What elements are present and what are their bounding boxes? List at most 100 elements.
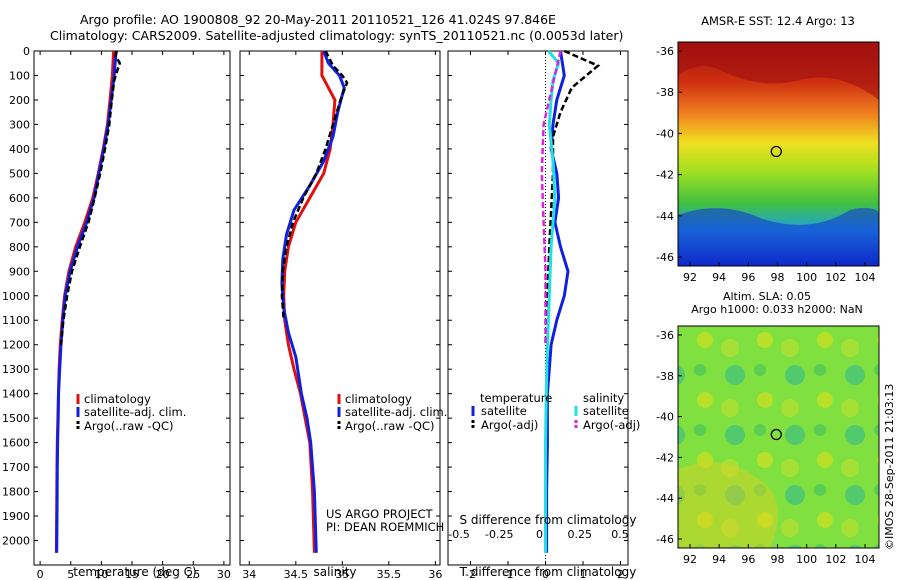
lat-tick-label: -36 bbox=[656, 329, 674, 342]
y-tick-label: 200 bbox=[9, 94, 30, 107]
lon-tick-label: 92 bbox=[683, 271, 697, 284]
lat-tick-label: -46 bbox=[656, 251, 674, 264]
y-tick-label: 1100 bbox=[2, 314, 30, 327]
series-line-climatology bbox=[282, 51, 337, 553]
y-tick-label: 100 bbox=[9, 69, 30, 82]
y-tick-label: 1300 bbox=[2, 363, 30, 376]
y-tick-label: 400 bbox=[9, 143, 30, 156]
x-tick-label: -2 bbox=[465, 568, 476, 580]
x-tick-label: 5 bbox=[67, 568, 74, 580]
imos-stamp: ©IMOS 28-Sep-2011 21:03:13 bbox=[883, 384, 896, 550]
lon-tick-label: 98 bbox=[771, 271, 785, 284]
lat-tick-label: -46 bbox=[656, 533, 674, 546]
sst-map-warm-tongue bbox=[678, 42, 879, 100]
y-tick-label: 1400 bbox=[2, 388, 30, 401]
sst-map bbox=[677, 41, 880, 267]
lon-tick-label: 104 bbox=[855, 271, 876, 284]
legend-satellite-label: satellite-adj. clim. bbox=[84, 405, 186, 419]
x-tick-label: 2 bbox=[617, 568, 624, 580]
legend-t-satellite-label: satellite bbox=[481, 404, 527, 418]
y-tick-label: 1700 bbox=[2, 461, 30, 474]
legend-climatology-label: climatology bbox=[84, 392, 151, 406]
x-tick-label: 25 bbox=[186, 568, 200, 580]
y-tick-label: 600 bbox=[9, 192, 30, 205]
legend-climatology-label: climatology bbox=[345, 392, 412, 406]
x-tick-label: 34.5 bbox=[284, 568, 309, 580]
lon-tick-label: 92 bbox=[683, 553, 697, 566]
legend-s-argo-label: Argo(-adj) bbox=[583, 418, 640, 432]
lat-tick-label: -38 bbox=[656, 86, 674, 99]
figure-title-line2: Climatology: CARS2009. Satellite-adjuste… bbox=[50, 28, 624, 43]
x-tick-label: 0 bbox=[37, 568, 44, 580]
sla-map-title1: Altim. SLA: 0.05 bbox=[723, 290, 811, 303]
sst-map-title: AMSR-E SST: 12.4 Argo: 13 bbox=[701, 14, 855, 28]
legend-temperature-header: temperature bbox=[480, 391, 552, 405]
lon-tick-label: 98 bbox=[771, 553, 785, 566]
legend-argo-label: Argo(..raw -QC) bbox=[345, 419, 435, 433]
x-tick-label: 20 bbox=[156, 568, 170, 580]
lon-tick-label: 96 bbox=[741, 553, 755, 566]
legend-satellite-label: satellite-adj. clim. bbox=[345, 405, 447, 419]
lon-tick-label: 100 bbox=[796, 271, 817, 284]
y-tick-label: 0 bbox=[23, 45, 30, 58]
x-tick-label: 1 bbox=[580, 568, 587, 580]
legend-salinity-header: salinity bbox=[583, 391, 624, 405]
lon-tick-label: 102 bbox=[825, 553, 846, 566]
y-tick-label: 700 bbox=[9, 216, 30, 229]
series-line-argo-raw-qc- bbox=[59, 50, 122, 345]
figure-title-line1: Argo profile: AO 1900808_92 20-May-2011 … bbox=[80, 12, 556, 27]
series-line-satellite-adj-clim- bbox=[55, 50, 118, 553]
sst-map-cold-band bbox=[678, 207, 879, 266]
y-tick-label: 1000 bbox=[2, 290, 30, 303]
argo-float-marker bbox=[770, 428, 782, 441]
sla-map-title2: Argo h1000: 0.033 h2000: NaN bbox=[691, 303, 863, 316]
x-tick-label: 15 bbox=[125, 568, 139, 580]
series-line-satellite-adj-clim- bbox=[280, 50, 346, 553]
series-line-salinity-argo-adj- bbox=[540, 50, 562, 345]
salinity-legend: climatology satellite-adj. clim. Argo(..… bbox=[337, 392, 447, 433]
difference-xlabel: T difference from climatology bbox=[459, 565, 637, 579]
salinity-xlabel: salinity bbox=[313, 565, 356, 579]
series-line-temperature-argo-adj- bbox=[544, 49, 601, 345]
lon-tick-label: 94 bbox=[712, 271, 726, 284]
argo-float-marker bbox=[770, 145, 782, 158]
x-tick-label: 10 bbox=[94, 568, 108, 580]
y-tick-label: 1800 bbox=[2, 486, 30, 499]
difference-panel-frame bbox=[447, 50, 629, 566]
sla-map-image bbox=[678, 326, 879, 548]
top-x-tick-label: -0.5 bbox=[448, 528, 469, 541]
difference-legend: temperature salinity satellite Argo(-adj… bbox=[471, 391, 640, 432]
sla-map-ticks: -36 -38 -40 -42 -44 -46 92 94 96 98 100 102 104 bbox=[656, 329, 875, 566]
lat-tick-label: -44 bbox=[656, 492, 674, 505]
y-tick-label: 1500 bbox=[2, 412, 30, 425]
y-tick-label: 2000 bbox=[2, 535, 30, 548]
top-x-tick-label: 0 bbox=[536, 528, 543, 541]
y-tick-label: 1600 bbox=[2, 437, 30, 450]
y-tick-label: 300 bbox=[9, 118, 30, 131]
top-x-tick-label: 0.5 bbox=[611, 528, 629, 541]
profile-lines-layer bbox=[54, 49, 601, 565]
x-tick-label: 30 bbox=[217, 568, 231, 580]
legend-argo-label: Argo(..raw -QC) bbox=[84, 419, 174, 433]
lon-tick-label: 102 bbox=[825, 271, 846, 284]
lon-tick-label: 96 bbox=[741, 271, 755, 284]
x-tick-label: 0 bbox=[542, 568, 549, 580]
x-tick-label: 35 bbox=[335, 568, 349, 580]
lat-tick-label: -44 bbox=[656, 210, 674, 223]
legend-t-argo-label: Argo(-adj) bbox=[481, 418, 538, 432]
salinity-panel-frame bbox=[239, 50, 441, 566]
lat-tick-label: -40 bbox=[656, 411, 674, 424]
lat-tick-label: -42 bbox=[656, 169, 674, 182]
x-tick-label: 35.5 bbox=[377, 568, 402, 580]
difference-top-axis-label: S difference from climatology bbox=[460, 513, 637, 527]
x-tick-label: 34 bbox=[242, 568, 256, 580]
sst-map-ticks: -36 -38 -40 -42 -44 -46 92 94 96 98 100 102 104 bbox=[656, 45, 875, 284]
lat-tick-label: -40 bbox=[656, 127, 674, 140]
credit-line2: PI: DEAN ROEMMICH bbox=[326, 520, 444, 534]
lon-tick-label: 94 bbox=[712, 553, 726, 566]
sst-map-frame bbox=[677, 41, 880, 267]
x-tick-label: -1 bbox=[503, 568, 514, 580]
lat-tick-label: -42 bbox=[656, 451, 674, 464]
